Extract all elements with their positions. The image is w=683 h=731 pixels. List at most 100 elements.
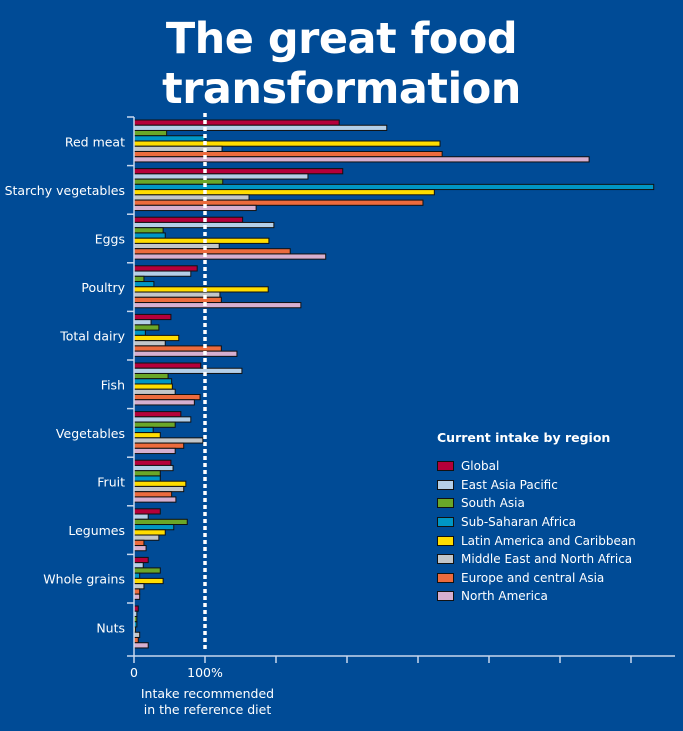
bar <box>133 411 182 418</box>
bar <box>133 593 141 600</box>
legend-item: Middle East and North Africa <box>437 550 636 569</box>
bar <box>133 199 424 206</box>
legend-item: North America <box>437 587 636 606</box>
bar <box>133 432 161 439</box>
bar <box>133 518 188 525</box>
bar <box>133 119 340 126</box>
legend-items: Global East Asia Pacific South Asia Sub-Sah… <box>437 457 636 606</box>
bar <box>133 291 221 298</box>
category-label: Eggs <box>95 232 125 247</box>
category-label: Red meat <box>65 134 125 149</box>
legend-label: Latin America and Caribbean <box>461 533 636 548</box>
bar <box>133 529 166 536</box>
bar <box>133 296 222 303</box>
category-label: Fish <box>101 377 125 392</box>
category-label: Whole grains <box>43 572 125 587</box>
legend-swatch <box>437 517 454 528</box>
legend-swatch <box>437 535 454 546</box>
legend-swatch <box>437 498 454 509</box>
bar <box>133 313 172 321</box>
category-label: Vegetables <box>56 426 125 441</box>
legend: Current intake by region Global East Asia… <box>437 430 636 606</box>
bar <box>133 447 176 455</box>
legend-item: Latin America and Caribbean <box>437 531 636 550</box>
legend-swatch <box>437 479 454 490</box>
bar <box>133 475 161 482</box>
bar <box>133 124 388 131</box>
legend-swatch <box>437 461 454 472</box>
reference-note: Intake recommended in the reference diet <box>140 686 275 718</box>
bar <box>133 383 173 390</box>
bar <box>133 281 155 288</box>
category-label: Total dairy <box>59 329 125 344</box>
legend-swatch <box>437 554 454 565</box>
bar <box>133 173 309 180</box>
legend-item: Sub-Saharan Africa <box>437 513 636 532</box>
x-tick-label: 0 <box>130 665 138 680</box>
legend-swatch <box>437 572 454 583</box>
category-label: Legumes <box>68 523 125 538</box>
bar <box>133 588 141 595</box>
bar <box>133 253 327 260</box>
legend-label: Global <box>461 459 500 474</box>
bar <box>133 362 202 369</box>
bar <box>133 265 198 272</box>
legend-title: Current intake by region <box>437 430 611 445</box>
bar <box>133 437 204 444</box>
x-tick-labels: 0 100% <box>130 665 223 680</box>
category-label: Starchy vegetables <box>5 183 125 198</box>
bar <box>133 145 223 152</box>
bar <box>133 562 144 569</box>
bar <box>133 237 270 244</box>
bar <box>133 178 224 185</box>
bar <box>133 156 590 163</box>
reference-note-line1: Intake recommended <box>140 686 275 701</box>
bar <box>133 534 160 541</box>
legend-swatch <box>437 591 454 602</box>
legend-label: Middle East and North Africa <box>461 552 633 567</box>
bar <box>133 416 192 423</box>
bar <box>133 350 238 357</box>
category-label: Nuts <box>96 620 125 635</box>
legend-label: Europe and central Asia <box>461 570 605 585</box>
bar <box>133 480 187 487</box>
bar <box>133 508 161 515</box>
bar <box>133 183 655 191</box>
legend-label: South Asia <box>461 496 525 511</box>
bar <box>133 319 152 326</box>
legend-label: North America <box>461 589 548 604</box>
axes <box>127 116 675 663</box>
bar <box>133 470 161 477</box>
category-label: Poultry <box>81 280 125 295</box>
legend-item: East Asia Pacific <box>437 476 636 495</box>
bar <box>133 204 257 212</box>
bar <box>133 340 166 347</box>
bar <box>133 642 149 649</box>
bar <box>133 227 164 234</box>
bar <box>133 577 164 585</box>
bar <box>133 513 149 520</box>
category-labels: Red meat Starchy vegetables Eggs Poultry Tot… <box>5 134 126 635</box>
reference-note-line2: in the reference diet <box>143 702 272 717</box>
legend-item: South Asia <box>437 494 636 513</box>
bar <box>133 367 243 374</box>
bar <box>133 324 160 331</box>
bar <box>133 631 141 638</box>
bar <box>133 194 250 201</box>
legend-item: Global <box>437 457 636 476</box>
bar <box>133 189 435 196</box>
bar <box>133 442 185 449</box>
bar <box>133 426 154 434</box>
bar <box>133 302 302 309</box>
bar <box>133 248 291 255</box>
bar <box>133 491 173 498</box>
bar <box>133 545 147 552</box>
legend-label: Sub-Saharan Africa <box>461 515 577 530</box>
bar <box>133 232 166 239</box>
bars-layer <box>133 119 655 649</box>
bar <box>133 140 441 147</box>
bar <box>133 388 176 395</box>
bar <box>133 151 443 158</box>
bar <box>133 394 201 401</box>
